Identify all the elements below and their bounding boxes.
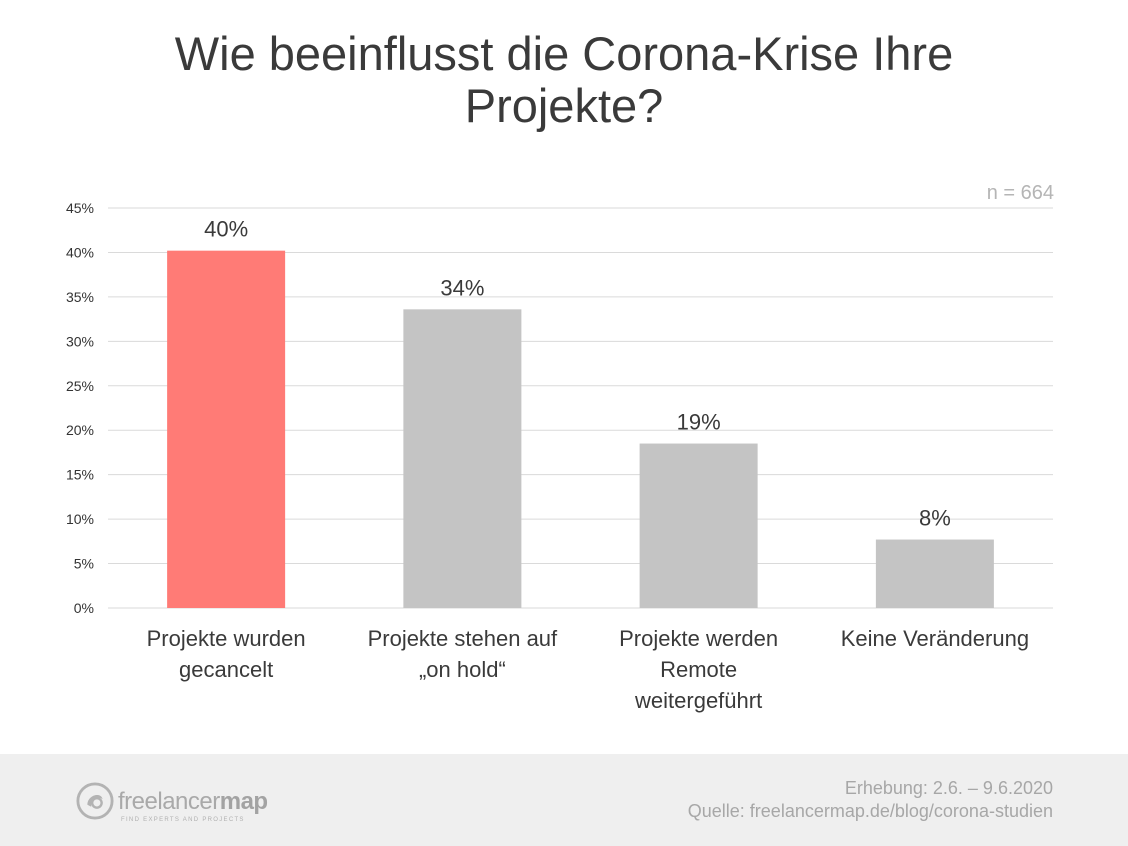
survey-date: Erhebung: 2.6. – 9.6.2020 <box>844 778 1053 798</box>
y-tick-label: 0% <box>74 600 94 616</box>
y-tick-label: 30% <box>66 333 94 349</box>
x-category-line: Projekte werden <box>619 626 778 651</box>
source-link: Quelle: freelancermap.de/blog/corona-stu… <box>687 801 1053 821</box>
y-axis-ticks: 0% 5% 10% 15% 20% 25% 30% 35% 40% 45% <box>66 200 94 616</box>
x-category-label: Projekte werden Remote weitergeführt <box>619 626 778 713</box>
data-label: 40% <box>204 217 248 242</box>
y-tick-label: 5% <box>74 556 94 572</box>
x-category-line: „on hold“ <box>419 657 506 682</box>
bar <box>639 443 758 608</box>
bar <box>167 250 286 608</box>
x-category-label: Projekte wurden gecancelt <box>147 626 306 682</box>
x-category-line: Projekte wurden <box>147 626 306 651</box>
x-axis-categories: Projekte wurden gecancelt Projekte stehen … <box>147 626 1029 713</box>
data-labels: 40% 34% 19% 8% <box>204 217 951 531</box>
data-label: 19% <box>677 410 721 435</box>
x-category-label: Projekte stehen auf „on hold“ <box>368 626 558 682</box>
bar <box>403 309 522 608</box>
chart-title: Wie beeinflusst die Corona-Krise Ihre Pr… <box>174 27 954 132</box>
logo-tagline: FIND EXPERTS AND PROJECTS <box>121 817 245 823</box>
x-category-line: Projekte stehen auf <box>368 626 558 651</box>
logo-text-light: freelancer <box>118 788 220 815</box>
x-category-line: weitergeführt <box>634 688 762 713</box>
y-tick-label: 40% <box>66 244 94 260</box>
y-tick-label: 45% <box>66 200 94 216</box>
data-label: 34% <box>440 275 484 300</box>
y-tick-label: 10% <box>66 511 94 527</box>
bar <box>875 539 994 608</box>
y-tick-label: 20% <box>66 422 94 438</box>
bars <box>167 250 994 608</box>
y-tick-label: 35% <box>66 289 94 305</box>
bar-chart: 0% 5% 10% 15% 20% 25% 30% 35% 40% 45% 40% 34% 19% 8%… <box>66 200 1053 713</box>
y-tick-label: 25% <box>66 378 94 394</box>
logo-text-bold: map <box>219 788 268 815</box>
sample-size-label: n = 664 <box>986 182 1054 204</box>
freelancermap-logo: freelancermap <box>118 788 268 816</box>
footer: freelancermap FIND EXPERTS AND PROJECTS … <box>0 754 1128 846</box>
x-category-label: Keine Veränderung <box>841 626 1029 651</box>
freelancermap-logo-icon <box>76 782 114 820</box>
y-tick-label: 15% <box>66 467 94 483</box>
data-label: 8% <box>919 506 951 531</box>
x-category-line: gecancelt <box>179 657 273 682</box>
x-category-line: Keine Veränderung <box>841 626 1029 651</box>
x-category-line: Remote <box>660 657 737 682</box>
